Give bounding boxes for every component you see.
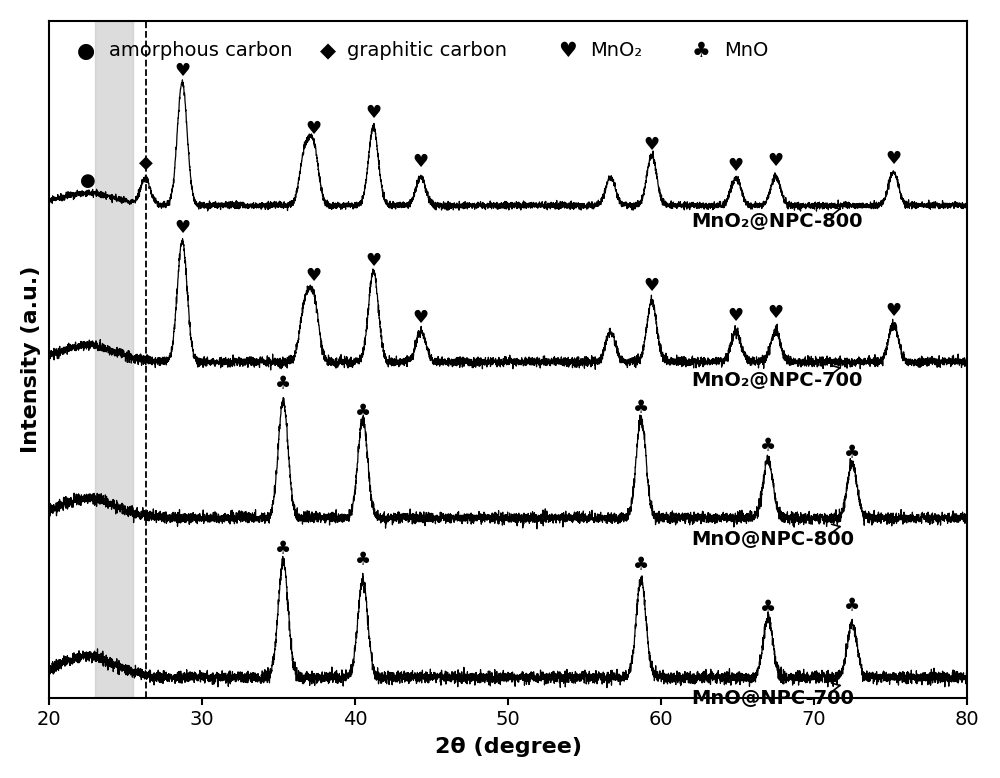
- Text: ♥: ♥: [644, 278, 660, 296]
- Text: MnO₂@NPC-700: MnO₂@NPC-700: [692, 366, 863, 391]
- Text: MnO₂@NPC-800: MnO₂@NPC-800: [692, 207, 863, 231]
- Text: MnO@NPC-700: MnO@NPC-700: [692, 683, 854, 708]
- Text: ♥: ♥: [306, 268, 322, 286]
- Text: ♥: ♥: [174, 61, 190, 80]
- Text: ♥: ♥: [306, 121, 322, 138]
- Text: MnO: MnO: [724, 41, 768, 60]
- Text: ♣: ♣: [760, 437, 776, 455]
- Y-axis label: Intensity (a.u.): Intensity (a.u.): [21, 266, 41, 453]
- Text: ♥: ♥: [885, 302, 902, 320]
- Text: ♥: ♥: [768, 152, 784, 170]
- Text: ♣: ♣: [633, 399, 649, 417]
- Text: MnO₂: MnO₂: [591, 41, 643, 60]
- Text: ♥: ♥: [365, 104, 381, 122]
- Text: ♥: ♥: [413, 153, 429, 171]
- Text: ●: ●: [77, 41, 95, 61]
- Text: ♣: ♣: [844, 444, 860, 462]
- Text: ♣: ♣: [633, 556, 649, 574]
- Text: ♥: ♥: [365, 252, 381, 270]
- Text: MnO@NPC-800: MnO@NPC-800: [692, 524, 855, 549]
- Text: graphitic carbon: graphitic carbon: [347, 41, 507, 60]
- X-axis label: 2θ (degree): 2θ (degree): [435, 738, 582, 757]
- Bar: [95, 21, 133, 698]
- Text: ◆: ◆: [320, 41, 336, 61]
- Text: ♥: ♥: [728, 307, 744, 324]
- Text: ♥: ♥: [644, 136, 660, 154]
- Text: ♥: ♥: [413, 309, 429, 327]
- Text: ♣: ♣: [355, 551, 371, 569]
- Text: ♣: ♣: [692, 41, 710, 61]
- Text: ♥: ♥: [885, 150, 902, 168]
- Text: ♥: ♥: [558, 41, 577, 61]
- Text: ♣: ♣: [760, 600, 776, 618]
- Text: ●: ●: [80, 172, 95, 190]
- Text: ♥: ♥: [768, 303, 784, 322]
- Text: ♣: ♣: [275, 541, 291, 559]
- Text: ◆: ◆: [139, 154, 152, 172]
- Text: ♣: ♣: [355, 404, 371, 422]
- Text: ♣: ♣: [844, 598, 860, 615]
- Text: amorphous carbon: amorphous carbon: [109, 41, 292, 60]
- Text: ♥: ♥: [174, 219, 190, 237]
- Text: ♥: ♥: [728, 157, 744, 175]
- Text: ♣: ♣: [275, 376, 291, 394]
